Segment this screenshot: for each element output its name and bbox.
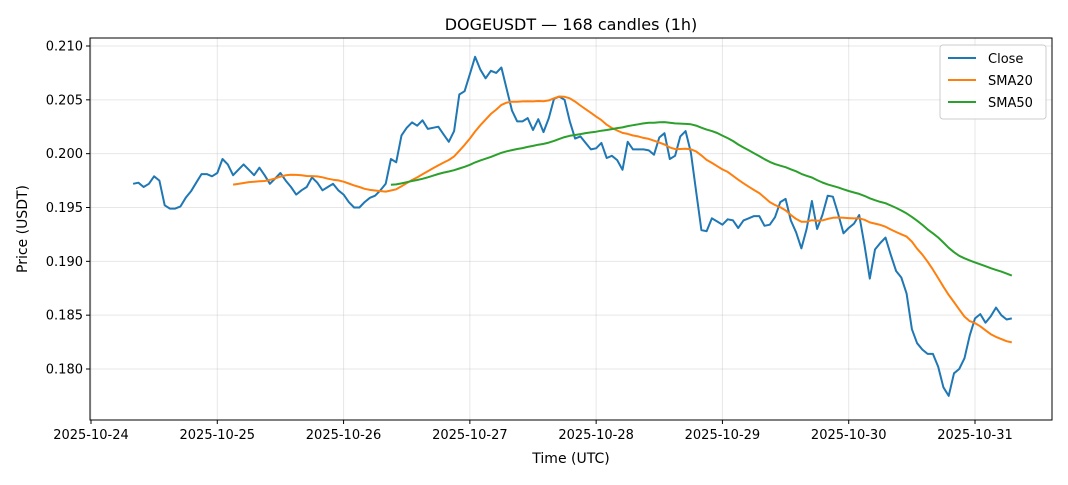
plot-frame [89, 37, 1053, 421]
axes: 0.180 0.185 0.190 0.195 0.200 0.205 0.210 2025-… [46, 40, 1013, 444]
x-axis-label: Time (UTC) [531, 451, 609, 467]
y-tick-label: 0.200 [46, 147, 83, 162]
legend: Close SMA20 SMA50 [939, 44, 1047, 120]
chart-title: DOGEUSDT — 168 candles (1h) [445, 15, 698, 34]
x-tick-label: 2025-10-26 [306, 428, 382, 443]
series-lines [132, 55, 1013, 397]
y-axis-label: Price (USDT) [15, 185, 31, 273]
series-line-sma50 [390, 121, 1013, 277]
legend-label-sma50: SMA50 [988, 96, 1033, 111]
series-line-close [132, 55, 1013, 397]
series-line-sma20 [232, 95, 1013, 344]
y-tick-label: 0.195 [46, 201, 83, 216]
x-tick-label: 2025-10-30 [811, 428, 887, 443]
x-tick-label: 2025-10-29 [685, 428, 761, 443]
y-tick-label: 0.180 [46, 363, 83, 378]
x-tick-label: 2025-10-27 [432, 428, 508, 443]
legend-label-close: Close [988, 52, 1023, 67]
y-tick-label: 0.205 [46, 93, 83, 108]
legend-label-sma20: SMA20 [988, 74, 1033, 89]
x-tick-label: 2025-10-25 [180, 428, 256, 443]
x-tick-label: 2025-10-28 [558, 428, 634, 443]
y-tick-label: 0.185 [46, 309, 83, 324]
x-tick-label: 2025-10-31 [937, 428, 1013, 443]
x-tick-label: 2025-10-24 [53, 428, 129, 443]
y-tick-label: 0.190 [46, 255, 83, 270]
legend-box [939, 44, 1047, 120]
y-tick-label: 0.210 [46, 40, 83, 55]
